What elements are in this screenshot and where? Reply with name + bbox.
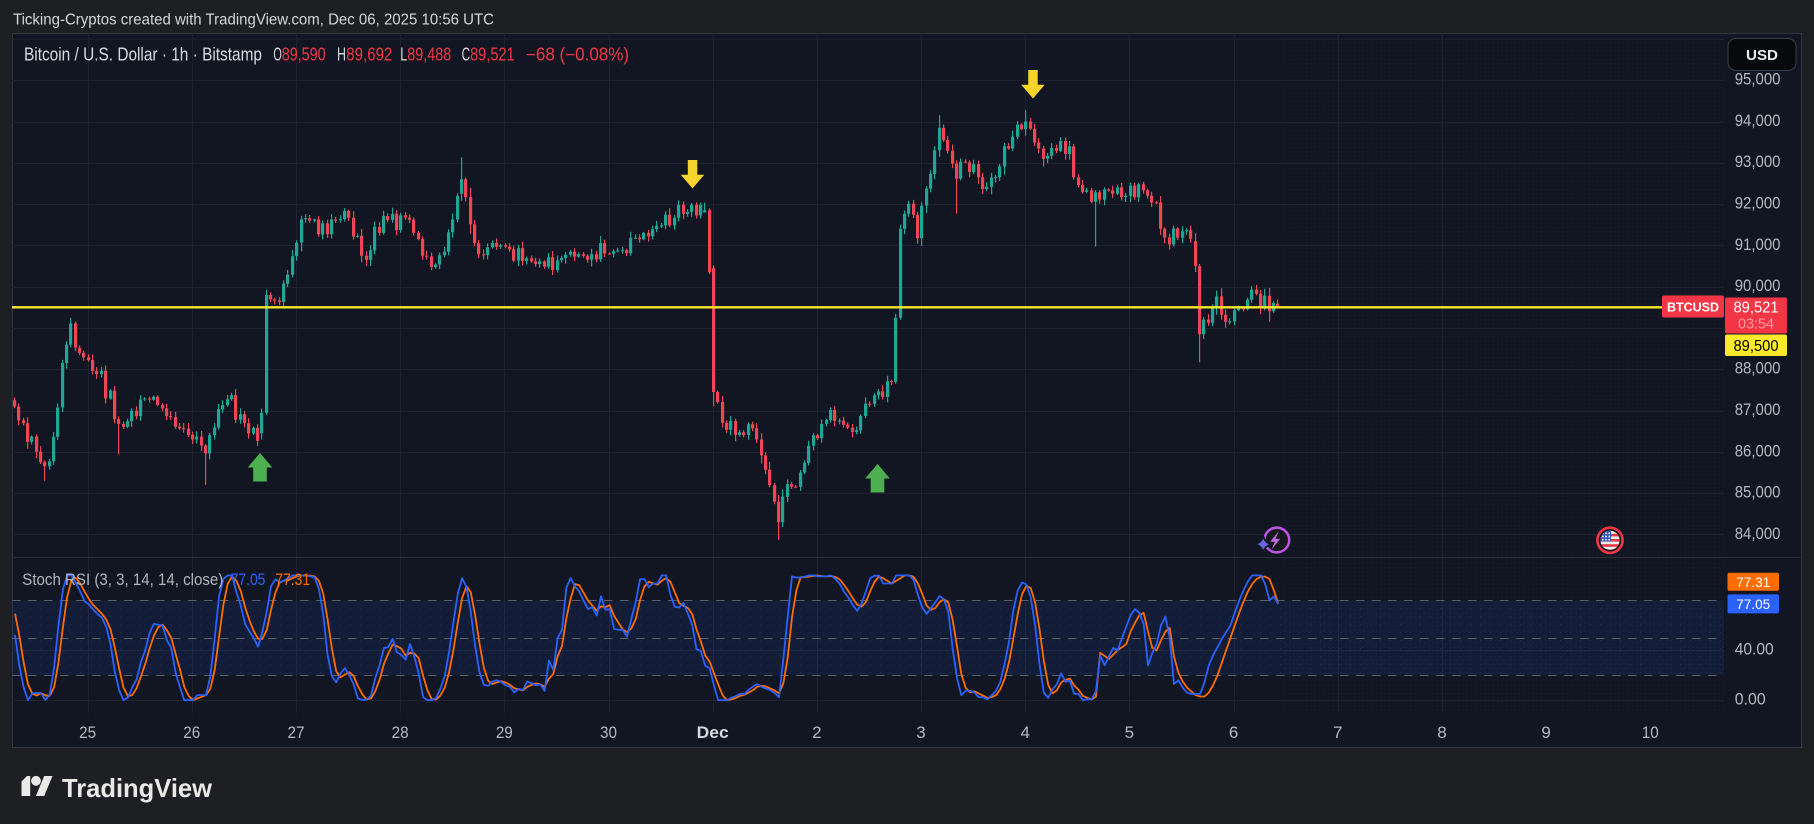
svg-text:USD: USD bbox=[1746, 47, 1778, 64]
svg-text:O: O bbox=[273, 44, 282, 64]
svg-text:89,521: 89,521 bbox=[470, 44, 514, 64]
svg-text:03:54: 03:54 bbox=[1738, 317, 1774, 333]
svg-text:89,590: 89,590 bbox=[282, 44, 326, 64]
svg-text:89,521: 89,521 bbox=[1734, 300, 1779, 317]
svg-text:Bitcoin / U.S. Dollar · 1h · B: Bitcoin / U.S. Dollar · 1h · Bitstamp bbox=[24, 44, 262, 64]
svg-text:TradingView: TradingView bbox=[62, 773, 213, 803]
svg-text:77.05: 77.05 bbox=[1736, 596, 1770, 612]
svg-text:C: C bbox=[462, 44, 471, 64]
svg-text:94,000: 94,000 bbox=[1735, 111, 1781, 130]
svg-text:86,000: 86,000 bbox=[1735, 441, 1781, 460]
svg-text:27: 27 bbox=[287, 723, 304, 742]
svg-text:6: 6 bbox=[1229, 723, 1238, 742]
svg-text:77.31: 77.31 bbox=[275, 570, 310, 589]
svg-text:30: 30 bbox=[600, 723, 617, 742]
svg-text:89,500: 89,500 bbox=[1734, 338, 1779, 355]
svg-text:84,000: 84,000 bbox=[1735, 524, 1781, 543]
svg-text:Stoch RSI (3, 3, 14, 14, close: Stoch RSI (3, 3, 14, 14, close) bbox=[22, 570, 223, 589]
svg-text:Ticking-Cryptos created with T: Ticking-Cryptos created with TradingView… bbox=[13, 12, 494, 29]
svg-text:0.00: 0.00 bbox=[1735, 690, 1766, 709]
svg-text:92,000: 92,000 bbox=[1735, 194, 1781, 213]
svg-text:L: L bbox=[400, 44, 407, 64]
svg-text:7: 7 bbox=[1333, 723, 1342, 742]
svg-text:5: 5 bbox=[1125, 723, 1134, 742]
svg-text:9: 9 bbox=[1541, 723, 1550, 742]
svg-text:95,000: 95,000 bbox=[1735, 70, 1781, 89]
svg-text:93,000: 93,000 bbox=[1735, 152, 1781, 171]
svg-text:8: 8 bbox=[1437, 723, 1446, 742]
svg-text:89,488: 89,488 bbox=[407, 44, 451, 64]
svg-text:91,000: 91,000 bbox=[1735, 235, 1781, 254]
svg-text:BTCUSD: BTCUSD bbox=[1667, 300, 1719, 315]
svg-text:4: 4 bbox=[1020, 723, 1029, 742]
svg-text:85,000: 85,000 bbox=[1735, 483, 1781, 502]
svg-text:40.00: 40.00 bbox=[1735, 640, 1774, 659]
svg-text:H: H bbox=[337, 44, 346, 64]
svg-text:87,000: 87,000 bbox=[1735, 400, 1781, 419]
svg-text:2: 2 bbox=[812, 723, 821, 742]
svg-text:10: 10 bbox=[1642, 723, 1659, 742]
svg-text:29: 29 bbox=[496, 723, 513, 742]
svg-text:77.05: 77.05 bbox=[231, 570, 266, 589]
svg-text:77.31: 77.31 bbox=[1736, 574, 1770, 590]
svg-text:−68 (−0.08%): −68 (−0.08%) bbox=[526, 44, 629, 64]
svg-text:26: 26 bbox=[183, 723, 200, 742]
svg-text:Dec: Dec bbox=[697, 723, 729, 742]
svg-text:25: 25 bbox=[79, 723, 96, 742]
svg-text:3: 3 bbox=[916, 723, 925, 742]
svg-text:89,692: 89,692 bbox=[346, 44, 392, 64]
svg-text:90,000: 90,000 bbox=[1735, 276, 1781, 295]
svg-text:88,000: 88,000 bbox=[1735, 359, 1781, 378]
svg-text:28: 28 bbox=[392, 723, 409, 742]
